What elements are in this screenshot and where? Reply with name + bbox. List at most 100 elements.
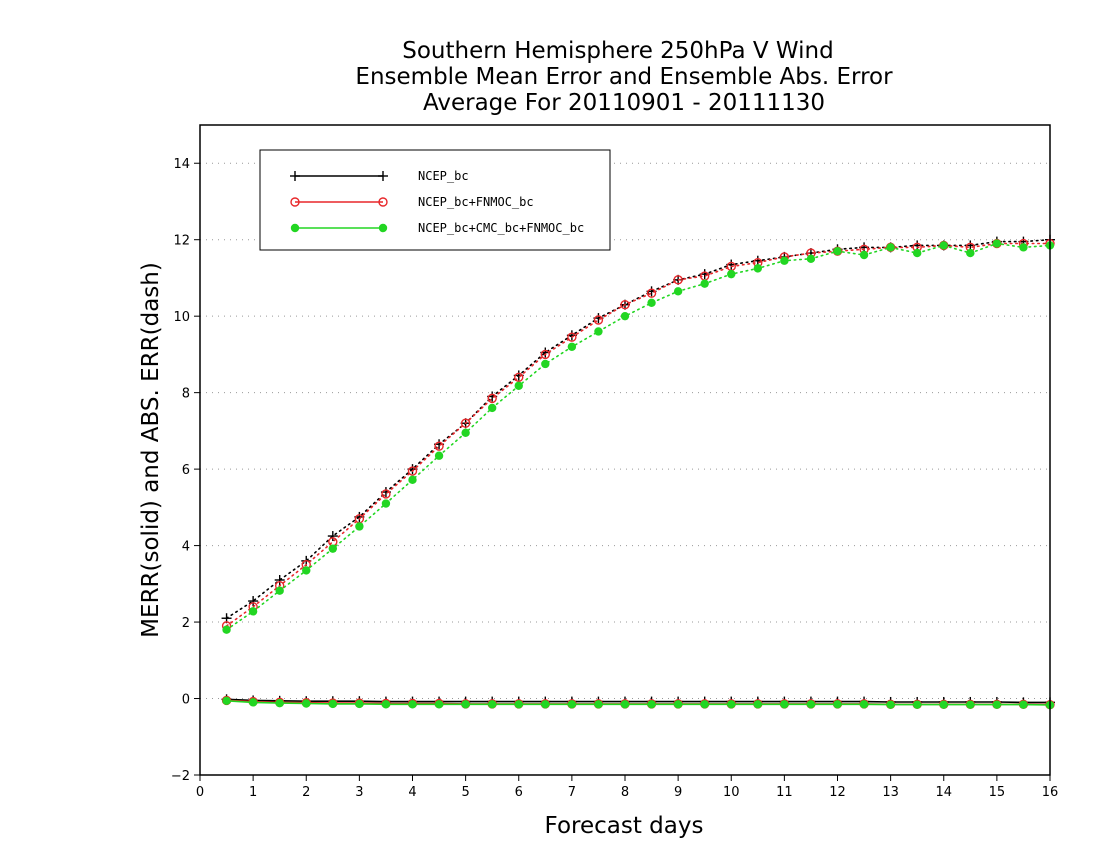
- legend-marker-start-2: [290, 223, 300, 233]
- abs-err-point-series-2-13: [567, 342, 577, 351]
- legend-label-2: NCEP_bc+CMC_bc+FNMOC_bc: [418, 221, 584, 235]
- abs-err-point-series-1-15: [620, 300, 630, 310]
- x-tick-label-3: 3: [355, 785, 363, 800]
- abs-err-point-series-1-7: [407, 466, 418, 476]
- abs-err-point-series-2-16: [647, 298, 656, 307]
- abs-err-point-series-2-30: [1019, 243, 1028, 252]
- abs-err-point-series-1-9: [460, 418, 471, 428]
- abs-err-point-series-2-23: [833, 246, 842, 256]
- y-axis-ticks: −2 0 2 4 6 8 10 12 14: [171, 157, 200, 784]
- abs-err-point-series-0-2: [274, 575, 285, 585]
- x-tick-label-11: 11: [776, 785, 793, 800]
- x-tick-label-16: 16: [1042, 785, 1059, 800]
- mean-err-point-series-2-7: [408, 700, 417, 709]
- abs-err-point-series-2-28: [966, 248, 975, 258]
- mean-err-point-series-2-30: [1019, 700, 1028, 709]
- y-tick-label--2: −2: [171, 769, 190, 784]
- mean-err-point-series-2-1: [248, 698, 258, 707]
- x-tick-label-1: 1: [249, 785, 257, 800]
- abs-err-point-series-2-29: [992, 239, 1002, 248]
- chart-title-line-2: Ensemble Mean Error and Ensemble Abs. Er…: [355, 64, 893, 90]
- abs-err-point-series-2-3: [302, 566, 311, 575]
- grid-lines: [200, 162, 1050, 700]
- mean-err-line-series-2: [226, 700, 1051, 706]
- mean-err-point-series-2-29: [992, 700, 1002, 709]
- x-tick-label-9: 9: [674, 785, 682, 800]
- mean-err-point-series-2-21: [780, 700, 789, 709]
- y-tick-label-6: 6: [182, 463, 190, 478]
- mean-err-point-series-2-19: [727, 700, 736, 709]
- mean-err-point-series-2-0: [222, 696, 231, 706]
- mean-err-point-series-2-13: [567, 700, 577, 709]
- legend-marker-end-2: [378, 223, 388, 233]
- series-layer: [221, 234, 1055, 710]
- mean-err-point-series-2-24: [859, 700, 869, 709]
- x-tick-label-15: 15: [989, 785, 1006, 800]
- abs-err-point-series-2-17: [673, 287, 683, 296]
- abs-err-point-series-2-12: [541, 359, 550, 369]
- x-axis-label: Forecast days: [545, 813, 704, 839]
- legend-label-0: NCEP_bc: [418, 169, 469, 183]
- abs-err-point-series-1-6: [381, 489, 391, 499]
- abs-err-point-series-2-11: [514, 381, 523, 390]
- abs-err-point-series-0-4: [327, 531, 338, 542]
- x-tick-label-8: 8: [621, 785, 629, 800]
- x-tick-label-10: 10: [723, 785, 740, 800]
- chart-title-line-3: Average For 20110901 - 20111130: [423, 90, 825, 116]
- legend-marker-start-0: [290, 171, 300, 181]
- abs-err-point-series-2-5: [355, 522, 364, 531]
- abs-err-point-series-2-14: [594, 327, 603, 336]
- mean-err-point-series-2-11: [514, 700, 523, 709]
- abs-err-point-series-2-26: [912, 248, 922, 258]
- abs-err-point-series-2-25: [886, 243, 895, 252]
- abs-err-point-series-2-22: [806, 254, 816, 264]
- x-tick-label-7: 7: [568, 785, 576, 800]
- chart-title: Southern Hemisphere 250hPa V Wind Ensemb…: [355, 38, 893, 116]
- abs-err-line-series-0: [225, 238, 1051, 620]
- x-tick-label-5: 5: [461, 785, 469, 800]
- x-tick-label-12: 12: [829, 785, 846, 800]
- abs-err-point-series-2-1: [248, 607, 258, 616]
- abs-err-point-series-2-27: [939, 241, 948, 250]
- legend-entry-2: NCEP_bc+CMC_bc+FNMOC_bc: [290, 221, 584, 235]
- mean-err-point-series-2-2: [275, 698, 284, 708]
- abs-err-point-series-2-0: [222, 625, 231, 634]
- abs-err-point-series-2-2: [275, 586, 284, 595]
- y-tick-label-4: 4: [182, 540, 190, 555]
- x-tick-label-13: 13: [882, 785, 899, 800]
- abs-err-point-series-1-14: [593, 315, 604, 325]
- abs-err-point-series-2-8: [434, 451, 444, 460]
- mean-err-point-series-2-25: [886, 700, 895, 709]
- mean-err-point-series-2-28: [966, 700, 975, 709]
- mean-err-line-series-0: [226, 698, 1050, 704]
- legend-box: [259, 149, 611, 251]
- mean-err-point-series-2-5: [355, 699, 364, 709]
- abs-err-point-series-2-9: [461, 428, 470, 437]
- abs-err-point-series-1-16: [646, 288, 657, 298]
- mean-err-point-series-2-12: [541, 700, 550, 709]
- abs-err-point-series-1-13: [567, 332, 577, 342]
- abs-err-point-series-2-18: [700, 279, 709, 288]
- mean-err-point-series-2-23: [833, 700, 842, 709]
- mean-err-point-series-2-22: [806, 700, 816, 709]
- abs-err-line-series-1: [225, 242, 1051, 627]
- mean-err-point-series-2-8: [434, 700, 444, 709]
- legend-label-1: NCEP_bc+FNMOC_bc: [418, 195, 534, 209]
- legend-marker-start-1: [290, 197, 300, 207]
- abs-err-point-series-2-19: [727, 269, 736, 279]
- abs-err-point-series-1-8: [434, 441, 444, 451]
- abs-err-point-series-1-17: [673, 275, 683, 285]
- mean-err-point-series-2-6: [381, 700, 391, 709]
- abs-err-point-series-2-6: [381, 499, 391, 508]
- mean-err-point-series-2-14: [594, 700, 603, 709]
- abs-err-point-series-1-12: [540, 349, 551, 360]
- abs-err-point-series-2-24: [859, 250, 869, 260]
- chart-title-line-1: Southern Hemisphere 250hPa V Wind: [402, 38, 833, 64]
- abs-err-point-series-2-15: [620, 311, 630, 321]
- abs-err-point-series-2-7: [408, 475, 417, 485]
- abs-err-point-series-2-10: [487, 403, 497, 413]
- y-tick-label-8: 8: [182, 387, 190, 402]
- x-tick-label-6: 6: [515, 785, 523, 800]
- y-tick-label-14: 14: [173, 157, 190, 172]
